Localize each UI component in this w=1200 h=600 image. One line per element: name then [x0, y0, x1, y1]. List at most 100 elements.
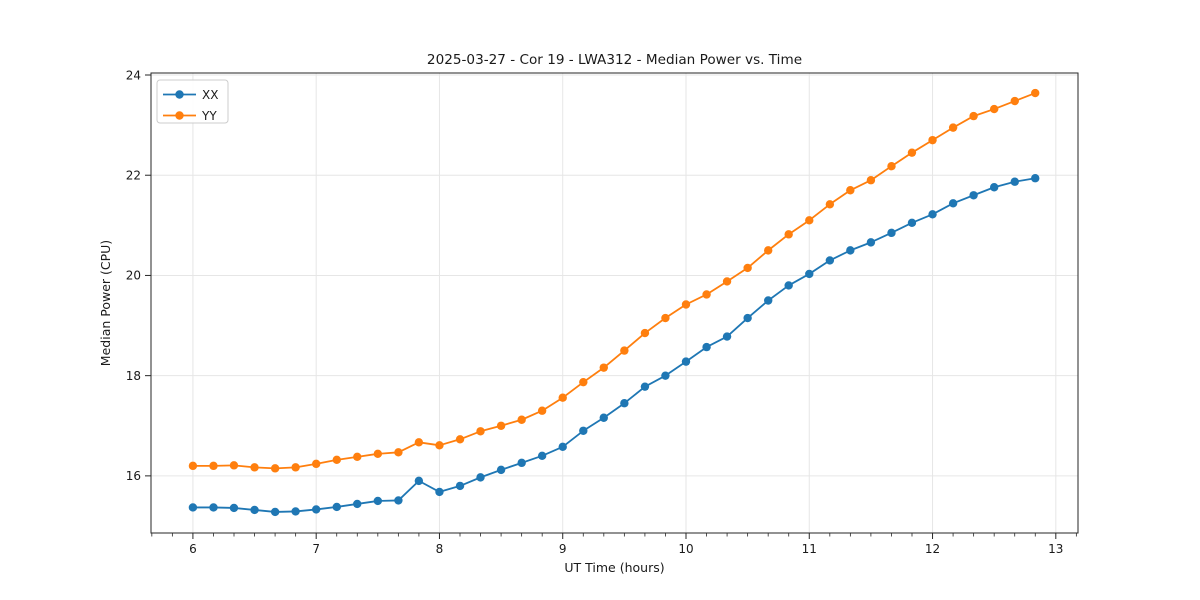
series-yy-marker: [229, 461, 239, 470]
legend-box: [156, 79, 229, 124]
series-layer: [188, 88, 1040, 517]
series-yy-marker: [353, 452, 362, 462]
series-yy-marker: [866, 176, 876, 185]
series-xx-marker: [743, 313, 752, 323]
series-xx-marker: [907, 218, 917, 228]
legend-label: XX: [202, 88, 218, 102]
x-tick-label: 10: [678, 542, 693, 556]
series-yy-marker: [661, 313, 670, 323]
series-xx-marker: [805, 269, 814, 279]
series-xx-marker: [353, 499, 362, 509]
series-xx-marker: [969, 191, 978, 200]
series-yy-marker: [825, 200, 835, 209]
series-yy-marker: [599, 363, 608, 372]
legend-label: YY: [201, 109, 217, 123]
series-xx-marker: [250, 505, 259, 515]
series-xx-marker: [681, 357, 691, 366]
series-xx-marker: [702, 342, 711, 352]
series-xx-marker: [332, 502, 341, 512]
series-xx-marker: [188, 503, 198, 512]
series-xx-marker: [1010, 177, 1019, 186]
series-yy-marker: [722, 277, 732, 286]
series-yy-marker: [455, 435, 465, 444]
plot-area-frame: [150, 72, 1079, 534]
series-yy-marker: [209, 461, 218, 471]
series-xx-marker: [989, 183, 999, 192]
series-xx-marker: [620, 399, 629, 408]
series-yy-marker: [907, 148, 917, 157]
series-yy-marker: [394, 448, 403, 457]
series-yy: [188, 88, 1040, 473]
series-yy-marker: [332, 455, 341, 465]
series-yy-marker: [435, 441, 444, 450]
series-yy-marker: [537, 406, 547, 415]
y-axis-label: Median Power (CPU): [98, 240, 113, 366]
series-yy-marker: [681, 300, 691, 309]
series-xx-marker: [846, 246, 855, 255]
series-xx-marker: [496, 465, 506, 475]
series-yy-marker: [989, 104, 999, 114]
series-xx-marker: [414, 476, 424, 486]
grid-layer: [151, 73, 1078, 533]
series-xx: [188, 174, 1040, 517]
tick-layer: 6 7 8 9 10 11 12 13 16 18 20 22 24: [126, 68, 1077, 556]
legend-item-yy: YY: [163, 109, 217, 123]
series-yy-marker: [805, 216, 814, 225]
series-xx-marker: [435, 487, 444, 497]
series-xx-marker: [558, 442, 567, 452]
series-yy-line: [192, 92, 1037, 470]
legend-marker-swatch: [175, 90, 184, 99]
chart-title: 2025-03-27 - Cor 19 - LWA312 - Median Po…: [427, 52, 802, 68]
series-yy-marker: [620, 346, 629, 355]
series-xx-marker: [866, 238, 876, 247]
legend: XX YY: [156, 79, 229, 124]
series-yy-marker: [311, 459, 321, 469]
series-yy-marker: [476, 427, 485, 436]
series-xx-marker: [311, 505, 321, 514]
series-yy-marker: [743, 263, 752, 273]
series-xx-marker: [229, 503, 239, 513]
x-axis-label: UT Time (hours): [564, 560, 664, 575]
series-yy-marker: [640, 328, 650, 338]
series-yy-marker: [969, 111, 978, 121]
series-yy-marker: [250, 463, 259, 472]
series-xx-marker: [209, 503, 218, 512]
y-tick-label: 16: [126, 469, 141, 483]
series-yy-marker: [764, 246, 773, 255]
series-yy-marker: [846, 186, 855, 195]
series-yy-marker: [188, 461, 198, 471]
x-tick-label: 7: [312, 542, 320, 556]
series-yy-marker: [414, 438, 424, 447]
series-yy-marker: [579, 377, 588, 387]
y-tick-label: 18: [126, 369, 141, 383]
series-xx-marker: [825, 256, 835, 265]
x-tick-label: 11: [802, 542, 817, 556]
series-xx-marker: [476, 473, 485, 482]
series-yy-marker: [784, 230, 793, 239]
series-xx-marker: [599, 413, 608, 422]
series-yy-marker: [496, 421, 506, 430]
series-xx-marker: [784, 281, 793, 290]
x-tick-label: 13: [1048, 542, 1063, 556]
series-xx-marker: [887, 228, 896, 238]
series-xx-marker: [1031, 174, 1040, 183]
legend-marker-swatch: [175, 111, 184, 120]
series-xx-marker: [394, 496, 403, 505]
y-tick-label: 22: [126, 169, 141, 183]
series-xx-marker: [661, 371, 670, 380]
series-yy-marker: [270, 464, 280, 473]
series-xx-marker: [270, 507, 280, 517]
x-tick-label: 8: [436, 542, 444, 556]
series-xx-marker: [722, 332, 732, 341]
x-tick-label: 12: [925, 542, 940, 556]
series-yy-marker: [517, 415, 526, 424]
series-xx-marker: [373, 496, 383, 506]
series-xx-marker: [640, 382, 650, 391]
series-yy-marker: [1010, 96, 1019, 106]
series-xx-marker: [928, 210, 937, 219]
series-xx-marker: [517, 458, 526, 468]
x-tick-label: 6: [189, 542, 197, 556]
series-xx-marker: [948, 199, 958, 208]
